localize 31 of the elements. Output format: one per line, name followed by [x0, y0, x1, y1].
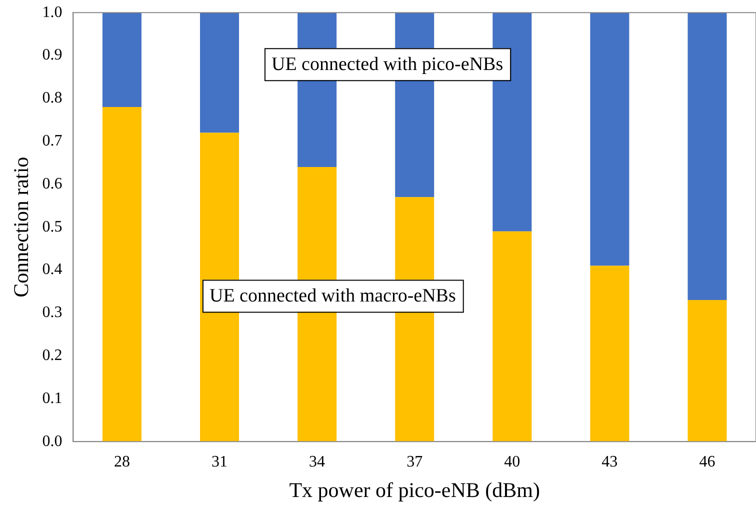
- bar: [688, 12, 727, 300]
- bar: [590, 266, 630, 442]
- y-tick-label: 0.5: [42, 218, 62, 236]
- x-tick-label: 34: [309, 453, 326, 470]
- y-axis-title: Connection ratio: [9, 156, 34, 298]
- bar: [200, 132, 240, 442]
- y-tick-label: 1.0: [42, 4, 62, 21]
- y-tick-label: 0.4: [42, 261, 62, 278]
- y-tick-label: 0.2: [42, 347, 62, 364]
- y-tick-label: 0.9: [42, 46, 62, 64]
- y-tick-label: 0.3: [42, 304, 62, 322]
- x-axis-title: Tx power of pico-eNB (dBm): [289, 478, 540, 502]
- bar: [590, 12, 630, 266]
- x-tick-label: 46: [699, 453, 716, 470]
- x-tick-label: 40: [504, 453, 520, 470]
- x-tick-label: 31: [212, 453, 228, 470]
- x-tick-label: 37: [406, 453, 423, 470]
- y-tick-label: 0.8: [42, 90, 62, 107]
- series-label: UE connected with macro-eNBs: [209, 286, 456, 307]
- x-tick-label: 43: [602, 453, 618, 470]
- bar: [102, 12, 142, 107]
- bar: [102, 106, 142, 442]
- y-tick-label: 0.6: [42, 175, 62, 192]
- x-tick-label: 28: [114, 453, 130, 470]
- series-label: UE connected with pico-eNBs: [271, 54, 504, 76]
- y-tick-label: 0.1: [42, 390, 62, 407]
- y-tick-label: 0.7: [42, 132, 62, 150]
- bar: [688, 300, 727, 442]
- y-tick-label: 0.0: [42, 432, 62, 450]
- bar: [492, 231, 532, 442]
- bar: [200, 12, 240, 133]
